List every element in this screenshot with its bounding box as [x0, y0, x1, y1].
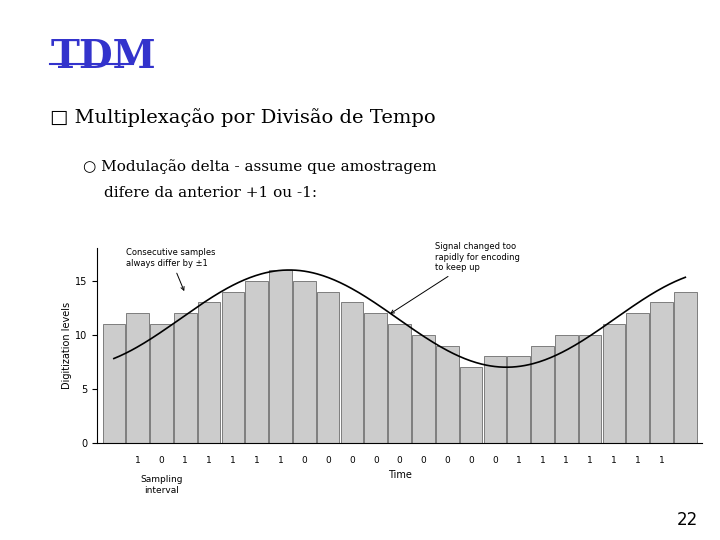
- Text: 0: 0: [444, 456, 450, 465]
- Text: 0: 0: [349, 456, 355, 465]
- Text: 0: 0: [302, 456, 307, 465]
- Bar: [603, 324, 625, 443]
- Text: 0: 0: [492, 456, 498, 465]
- Bar: [484, 356, 506, 443]
- Bar: [102, 324, 125, 443]
- Bar: [412, 335, 435, 443]
- Bar: [246, 281, 268, 443]
- Text: 1: 1: [635, 456, 641, 465]
- Text: 1: 1: [254, 456, 260, 465]
- Text: 1: 1: [564, 456, 569, 465]
- Bar: [508, 356, 530, 443]
- Bar: [269, 270, 292, 443]
- Bar: [317, 292, 339, 443]
- Text: Consecutive samples
always differ by ±1: Consecutive samples always differ by ±1: [126, 248, 215, 290]
- Bar: [436, 346, 459, 443]
- Bar: [460, 367, 482, 443]
- Bar: [198, 302, 220, 443]
- Y-axis label: Digitization levels: Digitization levels: [63, 302, 72, 389]
- Text: 0: 0: [158, 456, 164, 465]
- Bar: [341, 302, 364, 443]
- Text: 1: 1: [230, 456, 235, 465]
- Text: 0: 0: [397, 456, 402, 465]
- Text: 1: 1: [539, 456, 545, 465]
- Bar: [127, 313, 149, 443]
- Text: 1: 1: [659, 456, 665, 465]
- Text: 1: 1: [135, 456, 140, 465]
- Text: ○ Modulação delta - assume que amostragem: ○ Modulação delta - assume que amostrage…: [83, 159, 436, 174]
- Text: 22: 22: [677, 511, 698, 529]
- Bar: [531, 346, 554, 443]
- Bar: [293, 281, 315, 443]
- Bar: [579, 335, 601, 443]
- Text: 0: 0: [373, 456, 379, 465]
- Text: □ Multiplexação por Divisão de Tempo: □ Multiplexação por Divisão de Tempo: [50, 108, 436, 127]
- Bar: [555, 335, 577, 443]
- Text: 0: 0: [325, 456, 331, 465]
- Bar: [674, 292, 697, 443]
- Bar: [626, 313, 649, 443]
- Bar: [174, 313, 197, 443]
- Bar: [150, 324, 173, 443]
- Text: 0: 0: [420, 456, 426, 465]
- Text: Time: Time: [387, 470, 412, 480]
- Text: 1: 1: [182, 456, 188, 465]
- Text: difere da anterior +1 ou -1:: difere da anterior +1 ou -1:: [104, 186, 318, 200]
- Text: 1: 1: [588, 456, 593, 465]
- Text: 0: 0: [468, 456, 474, 465]
- Bar: [388, 324, 411, 443]
- Text: TDM: TDM: [50, 38, 156, 76]
- Text: 1: 1: [516, 456, 521, 465]
- Bar: [364, 313, 387, 443]
- Bar: [222, 292, 244, 443]
- Text: 1: 1: [278, 456, 284, 465]
- Bar: [650, 302, 672, 443]
- Text: Signal changed too
rapidly for encoding
to keep up: Signal changed too rapidly for encoding …: [391, 242, 520, 313]
- Text: 1: 1: [206, 456, 212, 465]
- Text: Sampling
interval: Sampling interval: [140, 475, 183, 495]
- Text: 1: 1: [611, 456, 617, 465]
